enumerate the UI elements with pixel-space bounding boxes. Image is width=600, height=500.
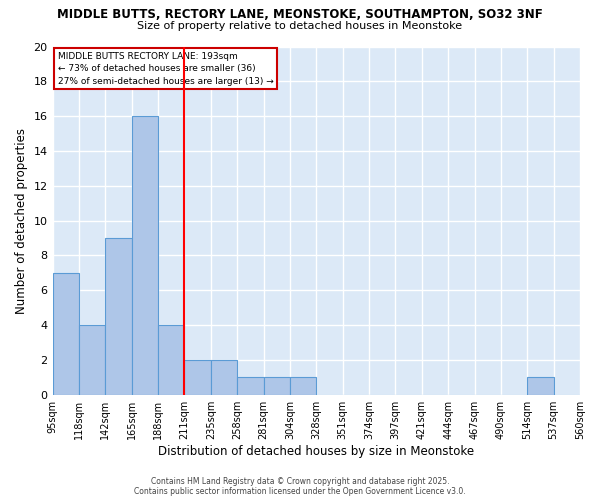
Bar	[263, 378, 290, 394]
Bar	[53, 273, 79, 394]
Text: Contains public sector information licensed under the Open Government Licence v3: Contains public sector information licen…	[134, 487, 466, 496]
Bar	[158, 325, 184, 394]
Bar	[184, 360, 211, 394]
Bar	[290, 378, 316, 394]
X-axis label: Distribution of detached houses by size in Meonstoke: Distribution of detached houses by size …	[158, 444, 475, 458]
Text: MIDDLE BUTTS RECTORY LANE: 193sqm
← 73% of detached houses are smaller (36)
27% : MIDDLE BUTTS RECTORY LANE: 193sqm ← 73% …	[58, 52, 274, 86]
Y-axis label: Number of detached properties: Number of detached properties	[15, 128, 28, 314]
Bar	[105, 238, 131, 394]
Bar	[237, 378, 263, 394]
Bar	[131, 116, 158, 394]
Text: MIDDLE BUTTS, RECTORY LANE, MEONSTOKE, SOUTHAMPTON, SO32 3NF: MIDDLE BUTTS, RECTORY LANE, MEONSTOKE, S…	[57, 8, 543, 20]
Bar	[211, 360, 237, 394]
Text: Contains HM Land Registry data © Crown copyright and database right 2025.: Contains HM Land Registry data © Crown c…	[151, 477, 449, 486]
Text: Size of property relative to detached houses in Meonstoke: Size of property relative to detached ho…	[137, 21, 463, 31]
Bar	[79, 325, 105, 394]
Bar	[527, 378, 554, 394]
